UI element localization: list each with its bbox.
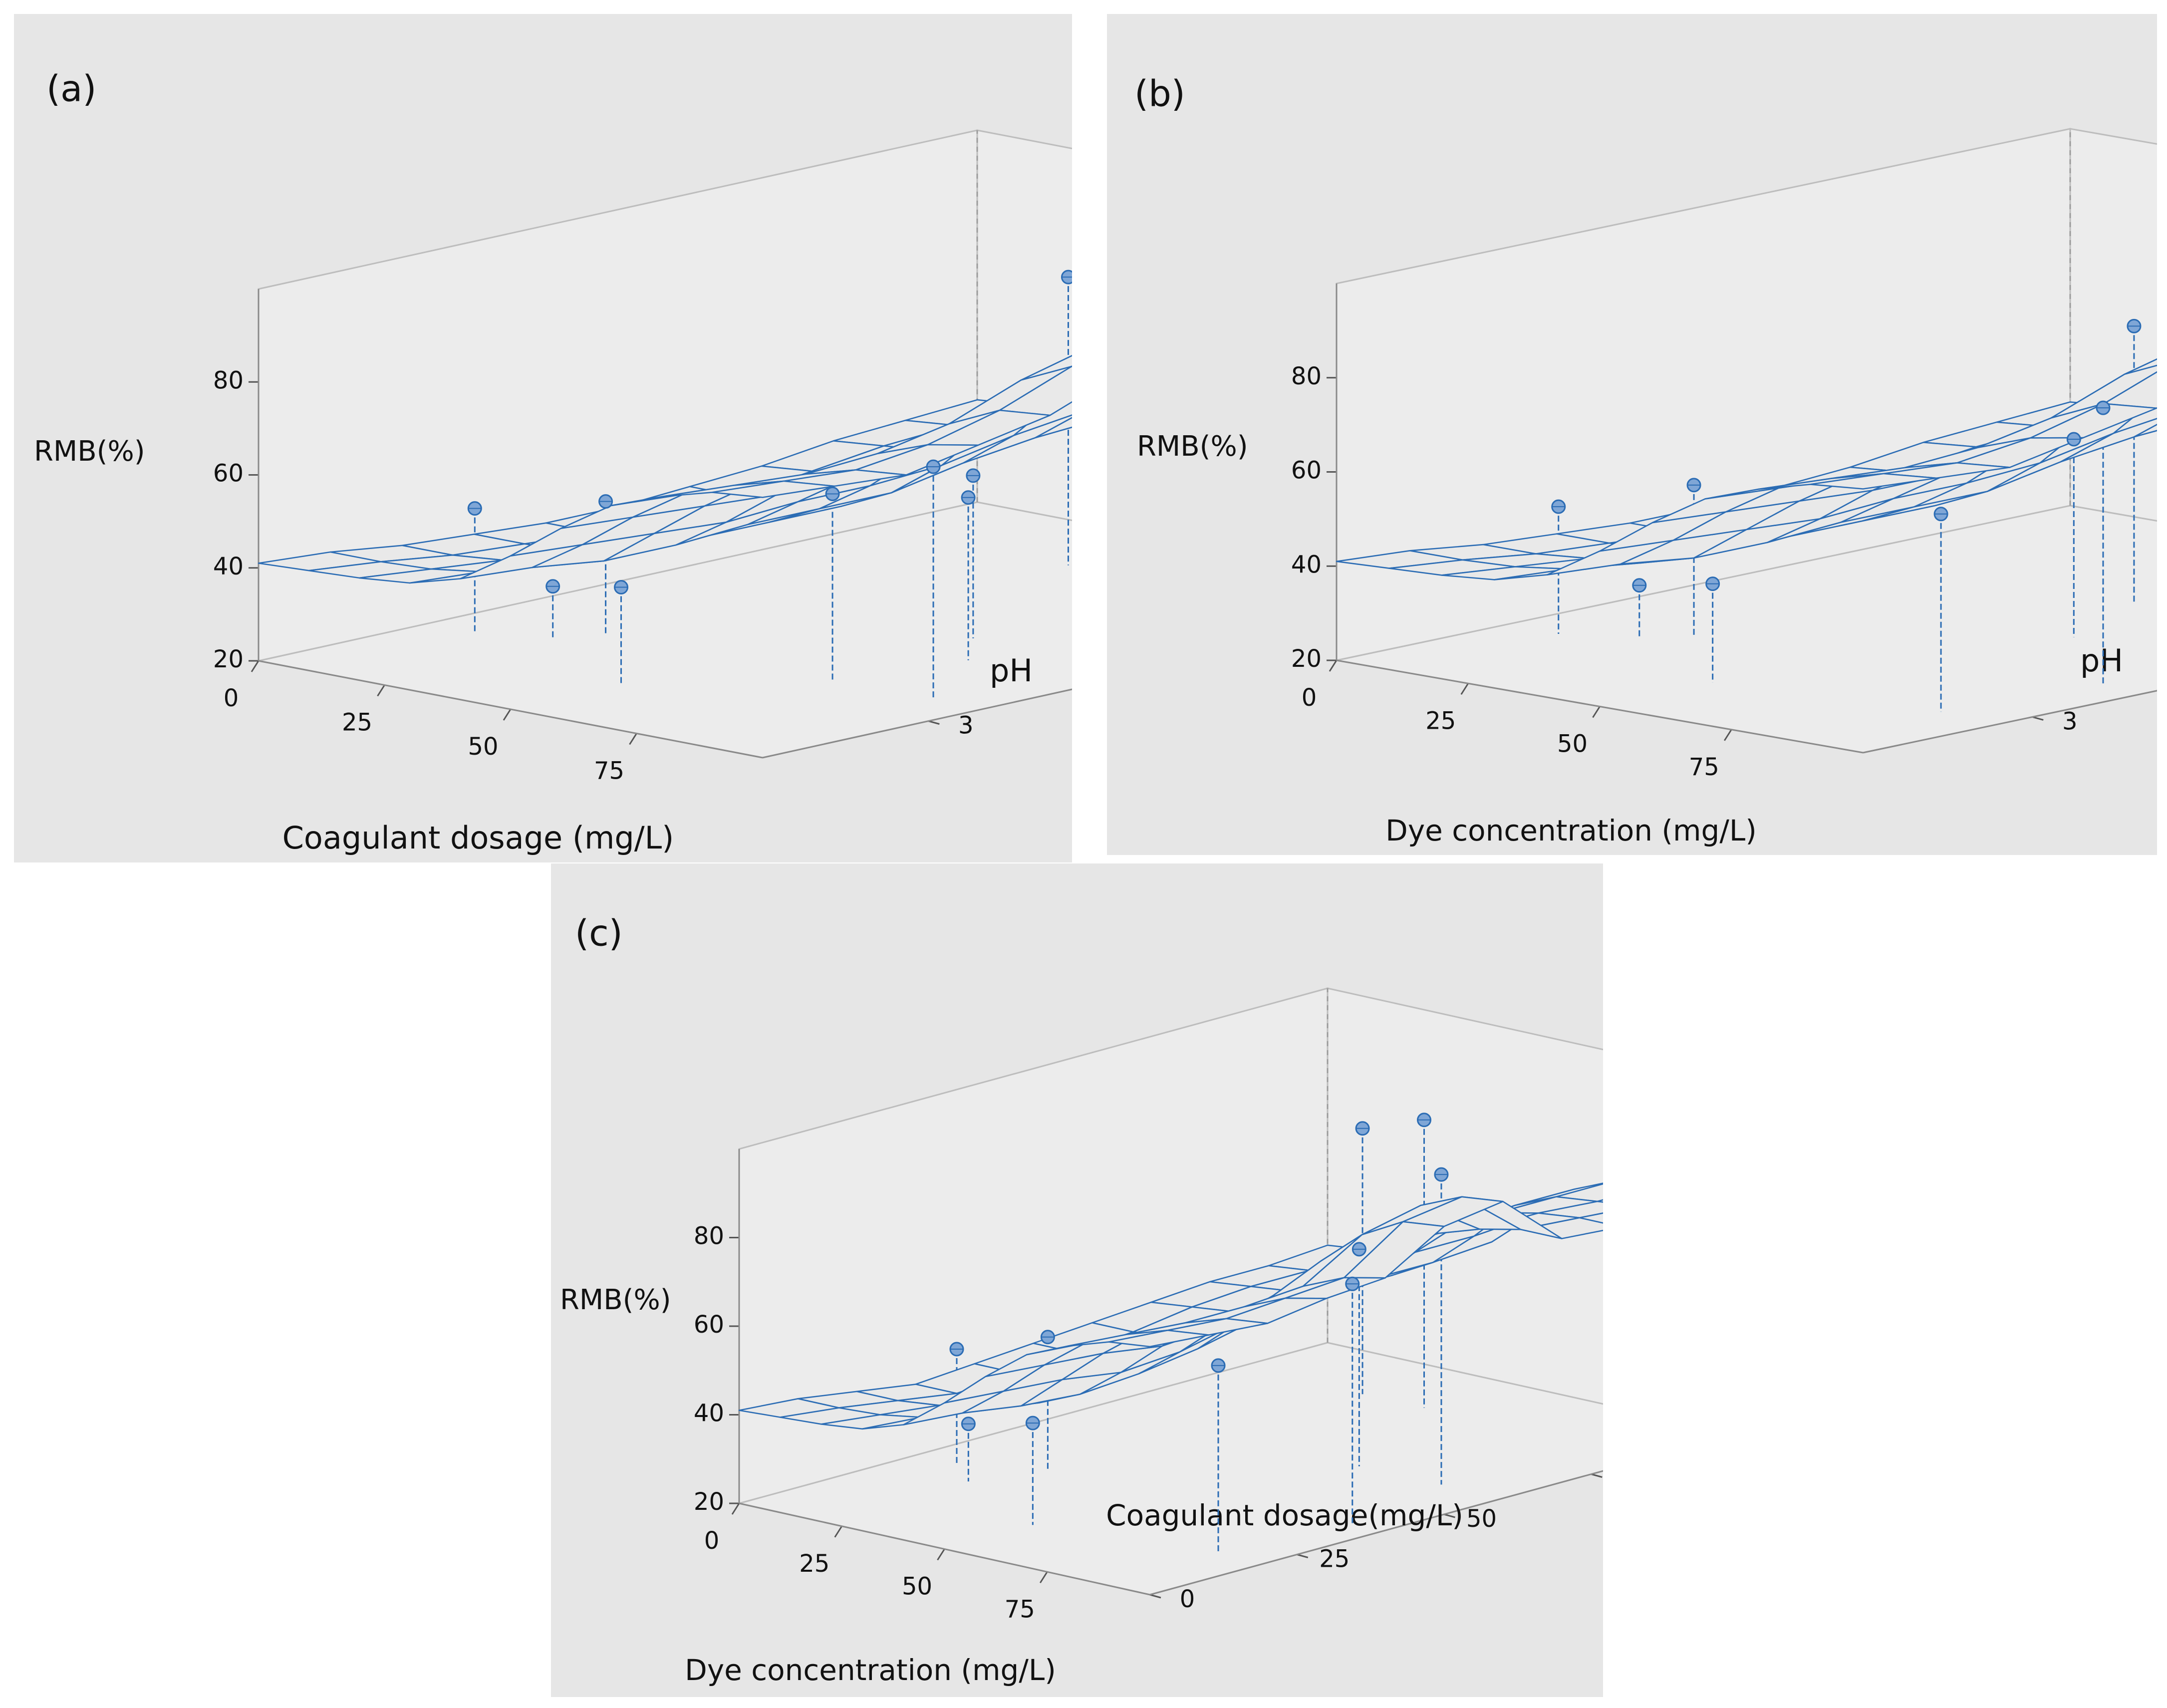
- chart-a: 02550753691220406080(a)RMB(%)Coagulant d…: [34, 68, 1072, 856]
- panel-a: 02550753691220406080(a)RMB(%)Coagulant d…: [14, 14, 1072, 862]
- x-tick-label: 50: [902, 1573, 932, 1601]
- x-tick-label: 50: [468, 733, 498, 761]
- z-tick-label: 40: [694, 1400, 724, 1427]
- surface-mesh: [738, 1182, 1603, 1430]
- x-tick: [731, 1503, 740, 1515]
- x-tick: [937, 1548, 945, 1561]
- y-tick: [1297, 1554, 1309, 1558]
- axis-edge: [739, 1502, 1150, 1596]
- z-tick-label: 40: [213, 553, 244, 580]
- panel-label: (b): [1134, 73, 1185, 115]
- y-tick: [928, 720, 940, 725]
- x-tick: [629, 733, 637, 745]
- surface-cell: [711, 480, 835, 498]
- x-tick: [251, 660, 260, 672]
- y-tick-label: 0: [1180, 1585, 1195, 1613]
- y-tick-label: 3: [958, 712, 974, 740]
- y-tick-label: 25: [1319, 1545, 1350, 1573]
- y-tick: [2032, 716, 2044, 721]
- x-tick-label: 0: [704, 1527, 720, 1555]
- z-tick-label: 80: [694, 1222, 724, 1250]
- z-tick-label: 80: [213, 366, 244, 394]
- x-tick-label: 25: [799, 1550, 829, 1578]
- chart-c: 0255075025507520406080(c)RMB(%)Dye conce…: [560, 912, 1603, 1687]
- x-tick-label: 75: [1005, 1595, 1035, 1623]
- x-axis-label: Coagulant dosage (mg/L): [282, 820, 674, 856]
- x-tick-label: 75: [1689, 753, 1719, 781]
- x-axis-label: Dye concentration (mg/L): [1385, 814, 1757, 848]
- z-tick-label: 20: [1291, 645, 1322, 673]
- panel-label: (c): [575, 912, 623, 954]
- x-tick-label: 75: [594, 757, 624, 785]
- z-tick-label: 80: [1291, 362, 1322, 390]
- surface-cell: [1108, 1329, 1210, 1348]
- z-axis-label: RMB(%): [560, 1284, 671, 1316]
- x-tick: [503, 709, 512, 721]
- y-axis-label: pH: [2080, 642, 2123, 679]
- x-tick-label: 25: [1425, 707, 1456, 735]
- axis-edge: [1863, 690, 2157, 754]
- axis-edge: [1149, 1470, 1603, 1596]
- y-tick: [1444, 1513, 1455, 1518]
- surface-cell: [1810, 473, 1937, 490]
- axis-edge: [1336, 659, 1864, 754]
- x-tick-label: 0: [1302, 684, 1317, 712]
- x-tick: [377, 684, 385, 697]
- z-tick-label: 20: [213, 645, 244, 673]
- x-tick: [1329, 660, 1338, 672]
- x-tick-label: 25: [342, 709, 372, 737]
- y-axis-label: Coagulant dosage(mg/L): [1106, 1498, 1463, 1532]
- x-tick: [1592, 706, 1601, 718]
- x-tick: [1723, 729, 1732, 741]
- y-tick: [1591, 1473, 1603, 1478]
- z-tick-label: 60: [1291, 457, 1322, 485]
- x-tick-label: 0: [224, 684, 239, 712]
- z-tick-label: 60: [213, 460, 244, 488]
- z-tick-label: 40: [1291, 551, 1322, 578]
- surface-cell: [2124, 358, 2157, 375]
- x-tick: [834, 1525, 843, 1538]
- z-tick-label: 60: [694, 1311, 724, 1339]
- x-axis-label: Dye concentration (mg/L): [685, 1653, 1056, 1687]
- z-tick-label: 20: [694, 1488, 724, 1516]
- panel-b: 02550753691220406080(b)RMB(%)Dye concent…: [1107, 14, 2157, 855]
- z-axis-label: RMB(%): [1137, 430, 1248, 463]
- chart-b: 02550753691220406080(b)RMB(%)Dye concent…: [1134, 73, 2157, 848]
- y-tick: [1149, 1594, 1161, 1599]
- x-tick-label: 50: [1557, 730, 1588, 758]
- x-tick: [1460, 683, 1469, 695]
- y-tick-label: 3: [2062, 707, 2078, 735]
- panel-c: 0255075025507520406080(c)RMB(%)Dye conce…: [551, 863, 1603, 1697]
- y-axis-label: pH: [990, 652, 1033, 689]
- surface-cell: [1579, 1212, 1603, 1224]
- y-tick-label: 50: [1466, 1505, 1497, 1533]
- axis-edge: [762, 688, 1072, 759]
- surface-mesh: [1336, 358, 2157, 580]
- surface-mesh: [258, 355, 1072, 584]
- x-tick: [1039, 1571, 1048, 1584]
- axis-edge: [258, 660, 763, 759]
- z-axis-label: RMB(%): [34, 435, 145, 468]
- panel-label: (a): [46, 68, 96, 110]
